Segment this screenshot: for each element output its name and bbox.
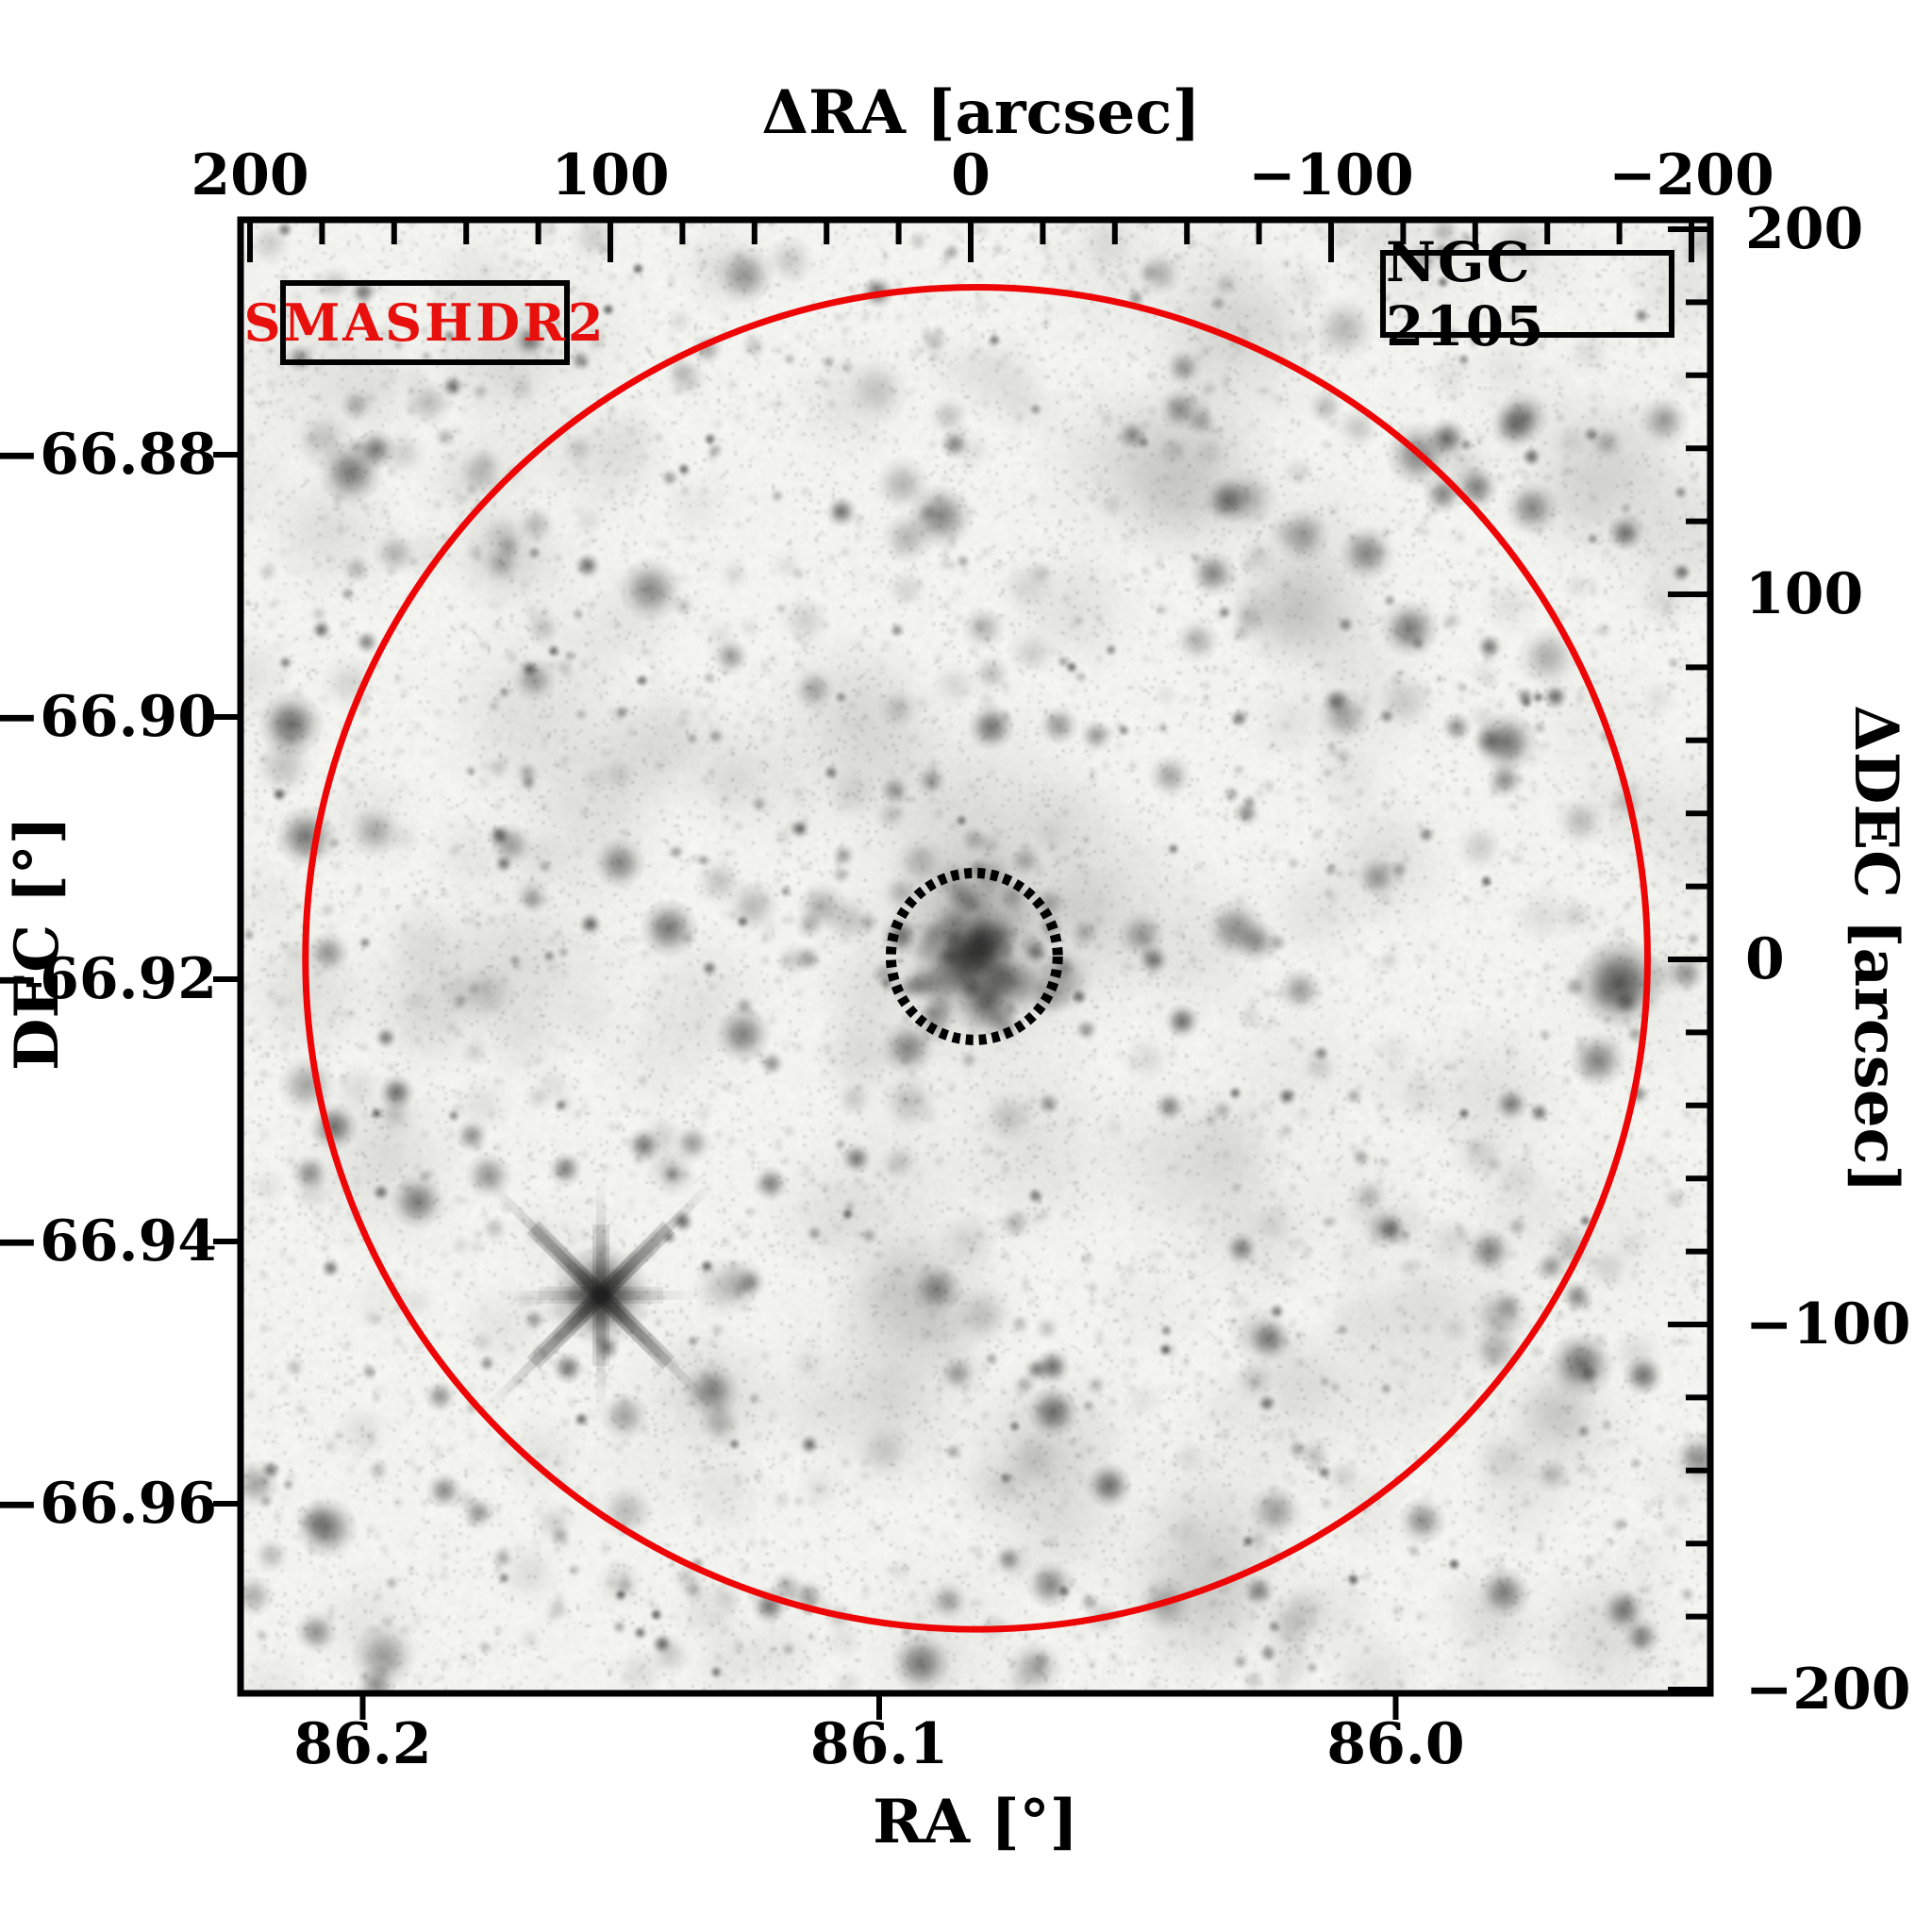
right-tick-label: −200 xyxy=(1745,1657,1911,1723)
cluster-name-label: NGC 2105 xyxy=(1386,229,1546,358)
axis-ticks xyxy=(213,223,1707,1720)
top-tick-label: 0 xyxy=(951,142,991,208)
field-selection-circle xyxy=(302,284,1651,1633)
plot-frame xyxy=(237,216,1714,1697)
bottom-axis-title: RA [°] xyxy=(873,1787,1078,1857)
cluster-core-circle xyxy=(885,867,1063,1045)
survey-label: SMASHDR2 xyxy=(243,292,607,353)
survey-label-box: SMASHDR2 xyxy=(244,280,603,365)
cluster-name-box: NGC 2105 xyxy=(1380,230,1674,358)
bottom-tick-label: 86.2 xyxy=(293,1711,432,1777)
left-tick-label: −66.94 xyxy=(0,1208,217,1274)
right-tick-label: −100 xyxy=(1745,1291,1911,1357)
left-axis-title: DEC [°] xyxy=(2,815,73,1072)
right-axis-title: ΔDEC [arcsec] xyxy=(1840,705,1911,1193)
right-tick-label: 100 xyxy=(1745,561,1864,627)
top-tick-label: −100 xyxy=(1248,142,1414,208)
left-tick-label: −66.96 xyxy=(0,1471,217,1537)
top-axis-title: ΔRA [arcsec] xyxy=(761,77,1201,148)
top-tick-label: 100 xyxy=(551,142,670,208)
bottom-tick-label: 86.1 xyxy=(809,1711,949,1777)
left-tick-label: −66.92 xyxy=(0,946,217,1012)
right-tick-label: 0 xyxy=(1745,926,1785,992)
top-tick-label: 200 xyxy=(191,142,309,208)
bottom-tick-label: 86.0 xyxy=(1326,1711,1465,1777)
top-tick-label: −200 xyxy=(1608,142,1774,208)
right-tick-label: 200 xyxy=(1745,196,1864,262)
left-tick-label: −66.88 xyxy=(0,422,217,488)
left-tick-label: −66.90 xyxy=(0,684,217,750)
